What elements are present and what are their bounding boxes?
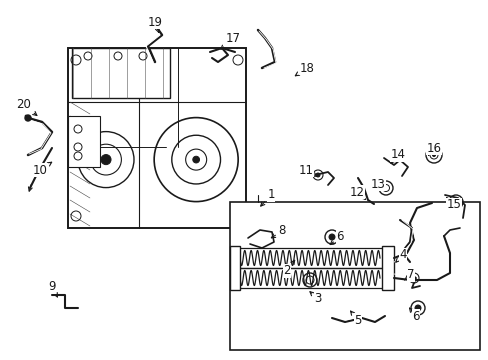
Text: 4: 4: [395, 248, 406, 262]
Text: 16: 16: [426, 141, 441, 155]
Text: 17: 17: [221, 31, 240, 49]
Text: 8: 8: [271, 225, 285, 238]
Circle shape: [414, 305, 420, 311]
Circle shape: [315, 173, 319, 177]
Text: 19: 19: [147, 15, 162, 32]
Bar: [229, 246, 240, 290]
Text: 15: 15: [446, 198, 461, 211]
Circle shape: [431, 153, 435, 157]
Bar: [68, 116, 100, 167]
Text: 13: 13: [370, 177, 385, 190]
Circle shape: [328, 234, 334, 240]
Text: 2: 2: [283, 260, 294, 278]
Bar: [72, 48, 169, 98]
Text: 14: 14: [390, 148, 405, 163]
Text: 3: 3: [309, 292, 321, 306]
Text: 11: 11: [298, 163, 316, 176]
Text: 7: 7: [404, 269, 414, 282]
Bar: [68, 48, 245, 228]
Circle shape: [192, 156, 199, 163]
Text: 12: 12: [349, 185, 365, 199]
Text: 6: 6: [408, 308, 419, 323]
Text: 1: 1: [260, 189, 274, 206]
Bar: [381, 246, 393, 290]
Circle shape: [25, 115, 31, 121]
Text: 20: 20: [17, 99, 37, 116]
Text: 6: 6: [329, 230, 343, 244]
Text: 10: 10: [33, 162, 52, 176]
Text: 18: 18: [295, 62, 314, 76]
Text: 9: 9: [48, 280, 58, 297]
Bar: [229, 202, 479, 350]
Circle shape: [101, 154, 111, 165]
Text: 5: 5: [350, 311, 361, 327]
